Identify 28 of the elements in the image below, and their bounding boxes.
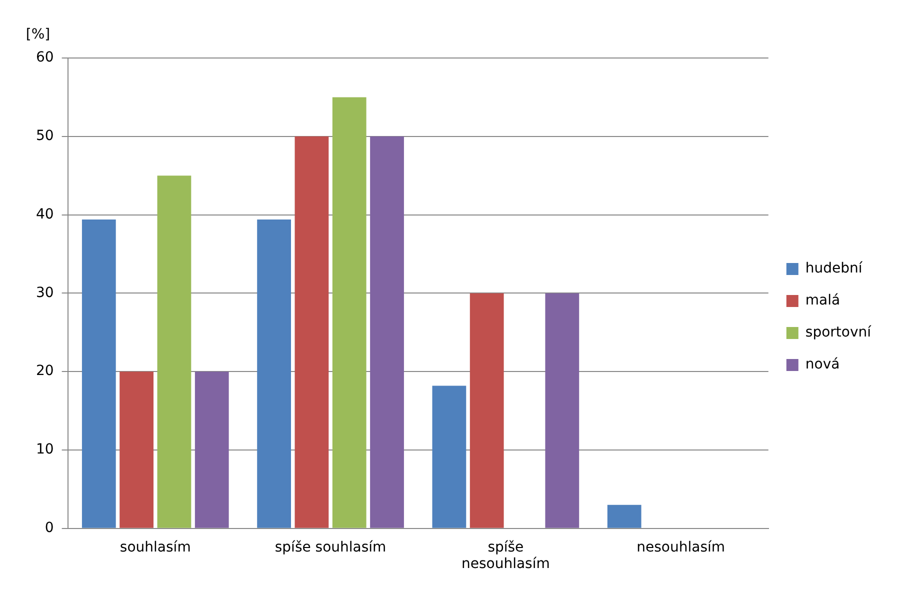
y-tick-label: 50	[36, 128, 54, 144]
bar	[432, 386, 466, 528]
bar	[120, 372, 154, 528]
bar	[257, 220, 291, 528]
legend-label: hudební	[805, 260, 864, 277]
x-tick-label: souhlasím	[120, 539, 191, 556]
x-tick-label: spíše souhlasím	[274, 539, 386, 556]
bar	[545, 293, 580, 528]
bar	[332, 97, 366, 528]
legend-label: malá	[805, 292, 840, 309]
bar	[607, 504, 642, 528]
y-tick-label: 20	[36, 363, 54, 380]
y-tick-label: 40	[36, 206, 54, 222]
y-tick-label: 30	[36, 284, 54, 301]
bar	[370, 136, 404, 528]
bar	[294, 136, 329, 528]
bar	[157, 176, 192, 528]
legend-label: sportovní	[805, 324, 872, 341]
bar	[82, 220, 116, 528]
x-tick-label: spíše nesouhlasím	[461, 539, 550, 572]
bar	[470, 293, 504, 528]
y-tick-label: 10	[36, 442, 54, 458]
bar	[194, 372, 229, 528]
legend-label: nová	[805, 356, 840, 373]
y-tick-label: 0	[44, 520, 54, 536]
y-tick-label: 60	[36, 50, 54, 66]
x-tick-label: nesouhlasím	[636, 539, 726, 556]
y-axis-title: [%]	[26, 26, 50, 43]
